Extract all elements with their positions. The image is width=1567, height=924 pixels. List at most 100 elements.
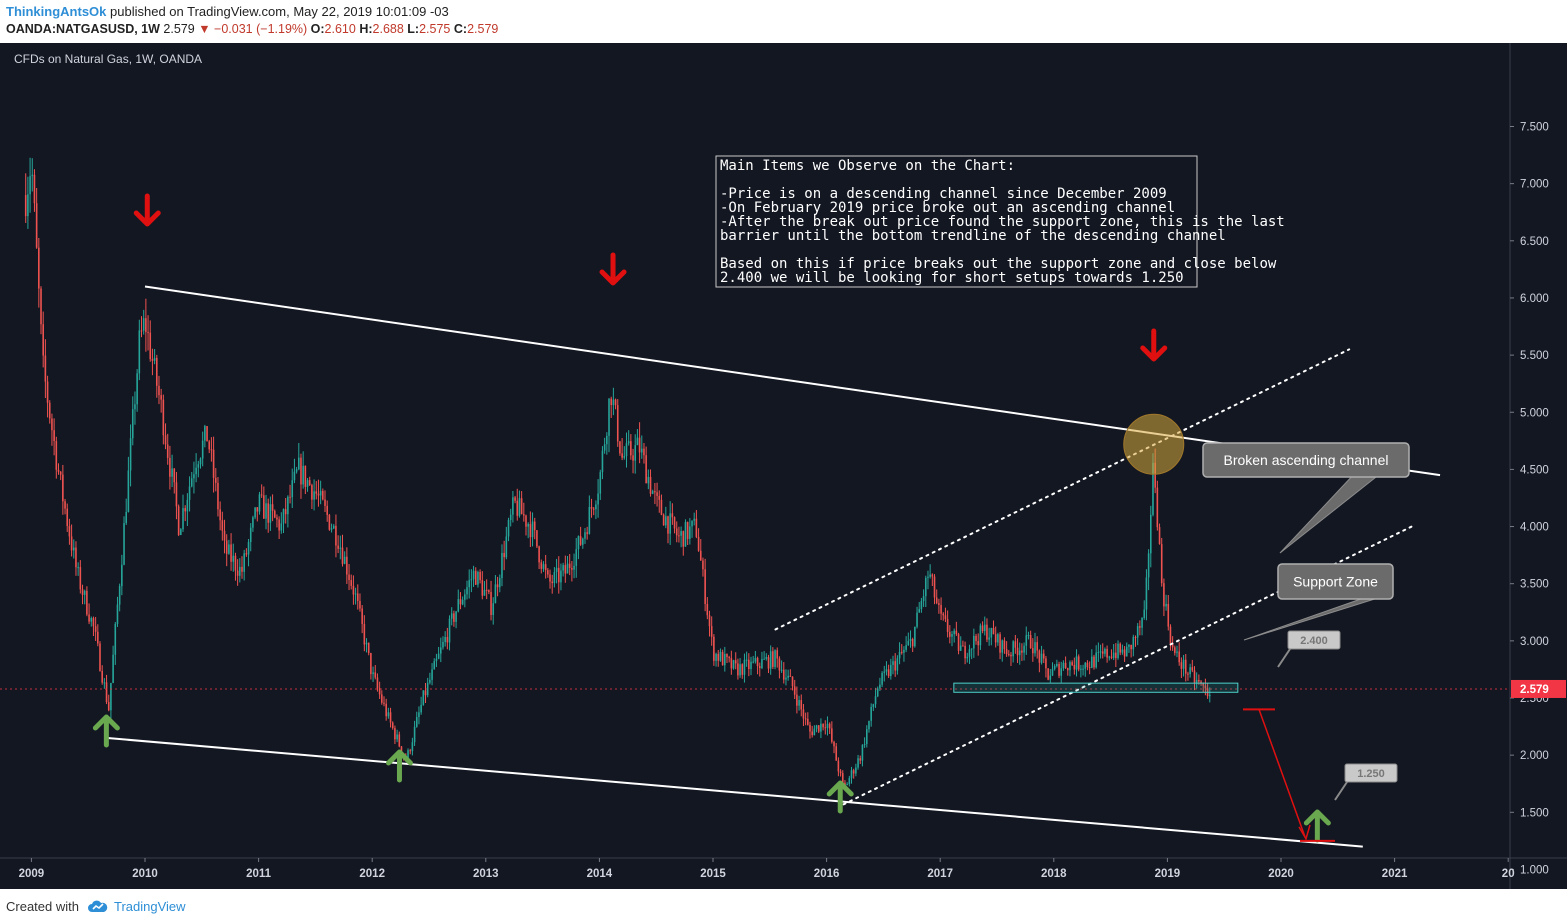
candle-body bbox=[997, 634, 999, 643]
candle-body bbox=[697, 536, 700, 551]
candle-body bbox=[302, 465, 304, 485]
candle-body bbox=[1066, 668, 1069, 671]
candle-body bbox=[413, 726, 416, 743]
candle-body bbox=[1156, 487, 1159, 528]
candle-body bbox=[1158, 527, 1161, 545]
candle-body bbox=[1160, 544, 1163, 584]
candle-body bbox=[1145, 577, 1148, 610]
price-axis[interactable] bbox=[1510, 43, 1567, 889]
candle-body bbox=[470, 579, 473, 581]
candle-body bbox=[1165, 603, 1167, 607]
candle-body bbox=[529, 524, 532, 538]
candle-body bbox=[381, 694, 383, 703]
candle-body bbox=[271, 504, 274, 511]
candle-body bbox=[1193, 670, 1196, 683]
candle-body bbox=[468, 580, 470, 588]
candle-body bbox=[667, 516, 669, 534]
candle-body bbox=[197, 464, 200, 468]
candle-body bbox=[592, 508, 595, 510]
candle-body bbox=[737, 663, 739, 676]
candle-body bbox=[116, 604, 119, 624]
candle-body bbox=[822, 723, 824, 728]
candle-body bbox=[627, 441, 630, 444]
candle-body bbox=[474, 570, 477, 585]
candle-body bbox=[1106, 648, 1108, 658]
candle-body bbox=[352, 585, 355, 595]
callout-pointer bbox=[1279, 476, 1377, 554]
candle-body bbox=[549, 574, 551, 582]
candle-body bbox=[1049, 675, 1052, 680]
candle-body bbox=[957, 634, 960, 651]
candle-body bbox=[1010, 654, 1012, 657]
candle-body bbox=[986, 624, 988, 640]
candle-body bbox=[710, 626, 713, 637]
chart-area[interactable]: Main Items we Observe on the Chart: -Pric… bbox=[0, 43, 1567, 889]
candle-body bbox=[865, 729, 868, 744]
candle-body bbox=[304, 465, 307, 487]
candle-body bbox=[983, 624, 986, 632]
candle-body bbox=[44, 355, 47, 382]
candle-body bbox=[863, 743, 866, 745]
candle-body bbox=[964, 645, 966, 659]
candle-body bbox=[929, 574, 931, 577]
candle-body bbox=[686, 522, 689, 539]
candle-body bbox=[429, 679, 431, 683]
candle-body bbox=[662, 514, 665, 526]
callout-text: Broken ascending channel bbox=[1223, 452, 1388, 468]
candle-body bbox=[265, 503, 267, 519]
candle-body bbox=[691, 520, 693, 527]
author-link[interactable]: ThinkingAntsOk bbox=[6, 4, 107, 19]
candle-body bbox=[531, 521, 534, 538]
candle-body bbox=[852, 770, 855, 774]
candle-body bbox=[372, 672, 374, 675]
candle-body bbox=[588, 506, 591, 534]
candle-body bbox=[643, 448, 645, 456]
candle-body bbox=[162, 399, 165, 436]
candle-body bbox=[346, 556, 348, 575]
candle-body bbox=[527, 524, 529, 527]
tradingview-link[interactable]: TradingView bbox=[114, 899, 186, 914]
descending-channel-lower[interactable] bbox=[107, 737, 1363, 848]
candle-body bbox=[782, 669, 785, 680]
candle-body bbox=[595, 504, 597, 510]
candle-body bbox=[872, 704, 875, 708]
y-tick-label: 7.500 bbox=[1520, 122, 1549, 134]
candle-body bbox=[723, 654, 726, 666]
candle-body bbox=[365, 642, 368, 645]
high-value: 2.688 bbox=[372, 22, 404, 36]
open-label: O: bbox=[310, 22, 325, 36]
candle-body bbox=[1047, 668, 1049, 680]
candle-body bbox=[571, 568, 573, 570]
support-zone-rect[interactable] bbox=[953, 682, 1239, 693]
candle-body bbox=[75, 547, 77, 568]
candle-body bbox=[308, 480, 311, 486]
candle-body bbox=[837, 760, 840, 772]
candle-body bbox=[328, 514, 331, 530]
candle-body bbox=[88, 614, 90, 622]
candle-body bbox=[256, 507, 259, 512]
candle-body bbox=[890, 664, 892, 677]
candle-body bbox=[411, 742, 414, 752]
candle-body bbox=[481, 580, 484, 596]
candle-body bbox=[981, 625, 984, 632]
candle-body bbox=[99, 643, 101, 671]
candle-body bbox=[241, 566, 243, 572]
ascending-channel-upper[interactable] bbox=[774, 348, 1351, 631]
candle-body bbox=[496, 584, 499, 588]
candle-body bbox=[870, 707, 872, 721]
x-tick-label: 2011 bbox=[246, 868, 272, 880]
candle-body bbox=[758, 666, 761, 669]
candle-body bbox=[485, 589, 488, 591]
candle-body bbox=[807, 718, 809, 725]
candle-body bbox=[673, 517, 676, 529]
candle-body bbox=[566, 563, 569, 574]
candle-body bbox=[647, 476, 650, 484]
candle-body bbox=[359, 601, 361, 609]
candle-body bbox=[874, 696, 877, 705]
candle-body bbox=[938, 603, 940, 605]
candle-body bbox=[949, 631, 951, 637]
up-arrow-shape bbox=[1303, 809, 1331, 843]
candle-body bbox=[507, 519, 510, 537]
candle-body bbox=[977, 641, 980, 646]
price-chart[interactable]: Main Items we Observe on the Chart: -Pric… bbox=[0, 43, 1567, 889]
